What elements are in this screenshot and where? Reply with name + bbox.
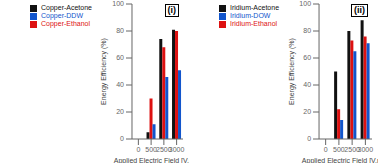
svg-text:100: 100 <box>112 0 124 7</box>
html-text:(ii): (ii) <box>354 5 365 15</box>
svg-text:0: 0 <box>307 135 311 142</box>
html-text:Copper-Ethanol: Copper-Ethanol <box>41 20 90 27</box>
svg-text:Energy Efficiency (%): Energy Efficiency (%) <box>100 38 108 105</box>
html-text:Copper-Acetone: Copper-Acetone <box>41 4 92 11</box>
svg-text:0: 0 <box>136 146 140 153</box>
svg-text:Energy Efficiency (%): Energy Efficiency (%) <box>288 38 296 105</box>
html-text:Iridium-Acetone: Iridium-Acetone <box>230 4 279 11</box>
svg-text:0: 0 <box>324 146 328 153</box>
svg-text:80: 80 <box>116 27 124 34</box>
svg-text:40: 40 <box>303 81 311 88</box>
svg-text:3000: 3000 <box>358 146 370 153</box>
html-text:Copper-DDW: Copper-DDW <box>41 12 83 19</box>
html-text:Iridium-DOW: Iridium-DOW <box>230 12 271 19</box>
svg-text:500: 500 <box>333 146 345 153</box>
svg-text:0: 0 <box>120 135 124 142</box>
html-text:(i): (i) <box>167 5 176 15</box>
html-text:500 2500: 500 2500 <box>145 146 172 153</box>
svg-text:Applied Electric Field [V.m⁻¹]: Applied Electric Field [V.m⁻¹] <box>302 157 370 163</box>
svg-text:20: 20 <box>303 108 311 115</box>
html-text:Iridium-Ethanol: Iridium-Ethanol <box>230 20 278 27</box>
svg-text:3000: 3000 <box>169 146 185 153</box>
svg-text:Applied Electric Field [V.m⁻¹]: Applied Electric Field [V.m⁻¹] <box>114 157 189 163</box>
svg-text:80: 80 <box>303 27 311 34</box>
svg-text:40: 40 <box>116 81 124 88</box>
svg-text:60: 60 <box>303 54 311 61</box>
svg-text:60: 60 <box>116 54 124 61</box>
svg-text:2500: 2500 <box>344 146 360 153</box>
svg-text:20: 20 <box>116 108 124 115</box>
svg-text:100: 100 <box>299 0 311 7</box>
